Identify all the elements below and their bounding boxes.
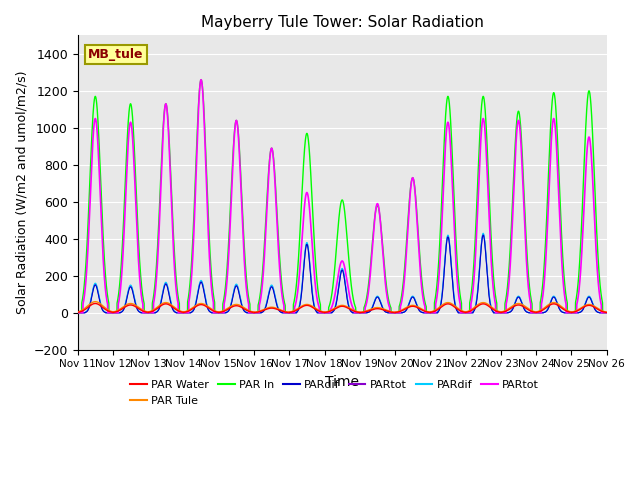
Title: Mayberry Tule Tower: Solar Radiation: Mayberry Tule Tower: Solar Radiation [201,15,484,30]
Text: MB_tule: MB_tule [88,48,144,61]
X-axis label: Time: Time [325,375,359,389]
Y-axis label: Solar Radiation (W/m2 and umol/m2/s): Solar Radiation (W/m2 and umol/m2/s) [15,71,28,314]
Legend: PAR Water, PAR Tule, PAR In, PARdif, PARtot, PARdif, PARtot: PAR Water, PAR Tule, PAR In, PARdif, PAR… [125,376,543,410]
